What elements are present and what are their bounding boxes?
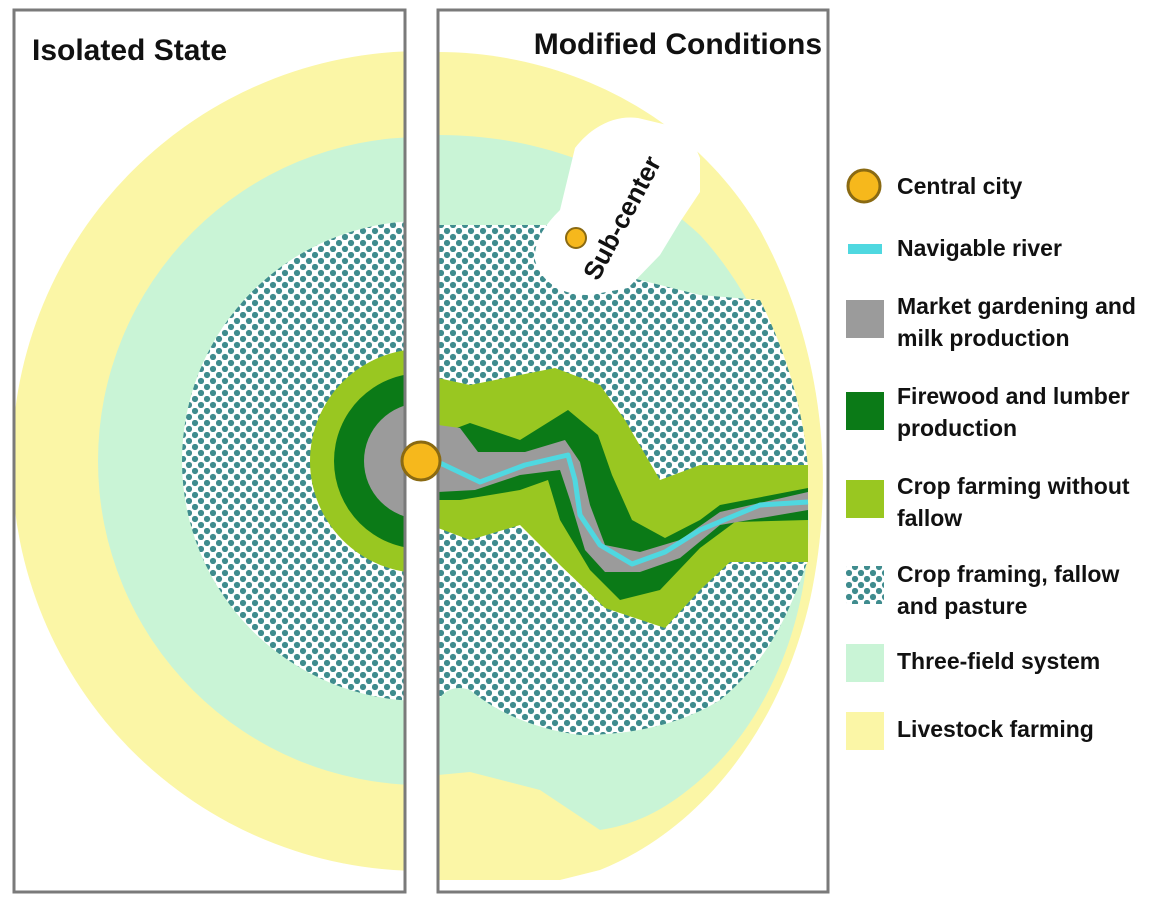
sub-center-area [534,117,700,296]
navigable-river-path [438,452,809,567]
legend-label: Crop framing, fallow [897,561,1119,587]
legend-item-firewood-lumber: Firewood and lumber production [846,383,1130,441]
sub-center-dot [565,227,587,249]
legend-label: milk production [897,325,1070,351]
legend-label: Market gardening and [897,293,1136,319]
legend-label: Livestock farming [897,716,1094,742]
legend: Central city Navigable river Market gard… [846,168,1136,750]
legend-label: Central city [897,173,1022,199]
legend-label: production [897,415,1017,441]
legend-label: Firewood and lumber [897,383,1130,409]
legend-item-livestock: Livestock farming [846,712,1094,750]
left-market-gardening-ring [364,405,405,517]
legend-item-navigable-river: Navigable river [848,235,1062,261]
central-city-dot [400,440,442,482]
left-panel-title: Isolated State [32,34,227,67]
legend-item-central-city: Central city [846,168,1022,204]
crop-no-fallow-swatch [846,480,884,518]
firewood-lumber-swatch [846,392,884,430]
navigable-river-swatch [848,244,882,254]
central-city-swatch [846,168,882,204]
left-crop-fallow-ring [182,221,405,701]
legend-item-three-field: Three-field system [846,644,1100,682]
legend-item-market-gardening: Market gardening and milk production [846,293,1136,351]
modified-conditions-panel: Modified Conditions Sub-center [436,8,830,894]
legend-label: and pasture [897,593,1027,619]
isolated-state-panel: Isolated State [12,8,407,894]
legend-label: fallow [897,505,962,531]
legend-label: Crop farming without [897,473,1130,499]
legend-label: Navigable river [897,235,1062,261]
crop-fallow-pasture-swatch [846,566,884,604]
three-field-swatch [846,644,884,682]
right-crop-no-fallow-zone [438,368,808,628]
legend-label: Three-field system [897,648,1100,674]
legend-item-crop-fallow-pasture: Crop framing, fallow and pasture [846,561,1119,619]
market-gardening-swatch [846,300,884,338]
legend-item-crop-no-fallow: Crop farming without fallow [846,473,1130,531]
livestock-swatch [846,712,884,750]
right-panel-title: Modified Conditions [534,28,822,61]
